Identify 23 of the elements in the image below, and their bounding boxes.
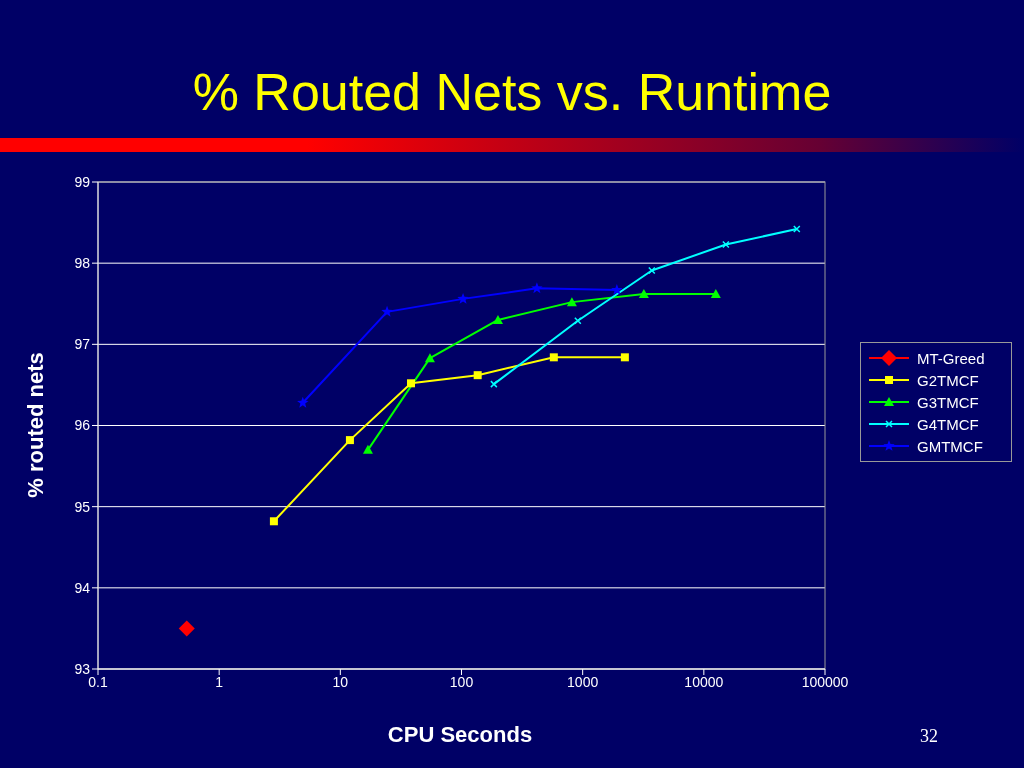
x-tick-label: 10	[332, 673, 349, 690]
x-tick-label: 100	[449, 673, 474, 690]
x-tick-label: 1	[215, 673, 224, 690]
legend-label: G2TMCF	[917, 371, 979, 389]
y-tick-label: 96	[74, 417, 91, 434]
legend-label: MT-Greed	[917, 349, 985, 367]
x-tick-label: 0.1	[88, 673, 108, 690]
y-tick-label: 95	[74, 498, 91, 515]
y-tick-label: 97	[74, 336, 91, 353]
chart-title: % Routed Nets vs. Runtime	[191, 62, 833, 122]
x-tick-label: 100000	[801, 673, 849, 690]
x-tick-label: 1000	[567, 673, 599, 690]
text: 32	[920, 726, 938, 747]
legend-label: GMTMCF	[917, 437, 983, 455]
y-tick-label: 98	[74, 255, 91, 272]
y-axis-title: % routed nets	[23, 351, 49, 500]
legend-label: G3TMCF	[917, 393, 979, 411]
y-tick-label: 94	[74, 579, 91, 596]
legend-label: G4TMCF	[917, 415, 979, 433]
y-tick-label: 93	[74, 660, 91, 677]
x-tick-label: 10000	[684, 673, 724, 690]
y-tick-label: 99	[74, 173, 91, 190]
x-axis-title: CPU Seconds	[386, 722, 534, 748]
